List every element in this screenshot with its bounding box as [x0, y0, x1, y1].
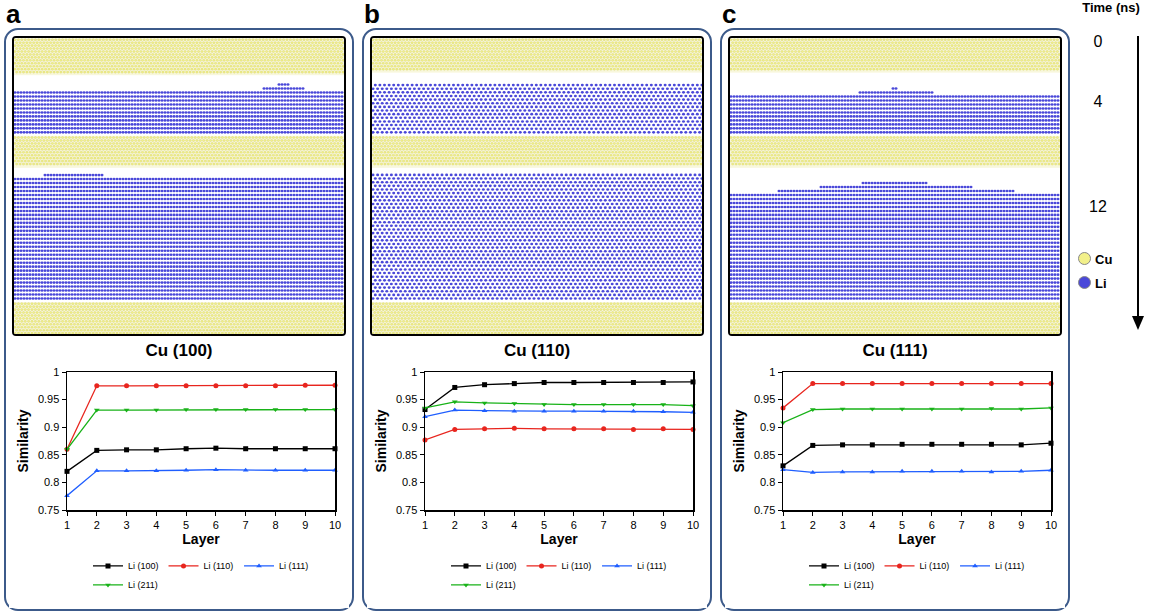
svg-text:Li (211): Li (211): [128, 580, 158, 590]
html-text:4: 4: [1093, 93, 1103, 110]
svg-text:0.9: 0.9: [402, 421, 417, 433]
html-text:Cu (111): Cu (111): [862, 341, 928, 360]
svg-text:0.8: 0.8: [402, 476, 417, 488]
svg-text:0.8: 0.8: [44, 476, 59, 488]
svg-text:0.95: 0.95: [754, 393, 775, 405]
svg-text:Li (110): Li (110): [920, 561, 950, 571]
svg-text:10: 10: [1045, 519, 1057, 531]
svg-text:7: 7: [959, 519, 965, 531]
html-text:0: 0: [1093, 33, 1103, 50]
svg-text:5: 5: [183, 519, 189, 531]
svg-text:8: 8: [630, 519, 636, 531]
html-text:Cu (100): Cu (100): [145, 341, 213, 360]
svg-text:0.75: 0.75: [754, 504, 775, 516]
svg-text:4: 4: [511, 519, 517, 531]
svg-text:Li (100): Li (100): [844, 561, 875, 571]
svg-text:0.75: 0.75: [396, 504, 417, 516]
svg-text:0.95: 0.95: [396, 393, 417, 405]
svg-text:9: 9: [1018, 519, 1024, 531]
svg-text:8: 8: [272, 519, 278, 531]
svg-text:1: 1: [422, 519, 428, 531]
svg-text:Li (211): Li (211): [486, 580, 516, 590]
svg-text:7: 7: [601, 519, 607, 531]
svg-text:1: 1: [769, 366, 775, 378]
svg-text:Similarity: Similarity: [731, 409, 747, 472]
svg-text:Li (211): Li (211): [844, 580, 874, 590]
svg-text:0.8: 0.8: [760, 476, 775, 488]
svg-text:2: 2: [810, 519, 816, 531]
svg-text:1: 1: [53, 366, 59, 378]
svg-text:10: 10: [687, 519, 699, 531]
svg-text:9: 9: [302, 519, 308, 531]
svg-text:2: 2: [452, 519, 458, 531]
svg-text:0.85: 0.85: [38, 449, 59, 461]
svg-text:0.95: 0.95: [38, 393, 59, 405]
svg-text:Similarity: Similarity: [15, 409, 31, 472]
html-text:12: 12: [1089, 198, 1107, 215]
svg-text:Similarity: Similarity: [373, 409, 389, 472]
svg-text:3: 3: [123, 519, 129, 531]
html-text:c: c: [722, 0, 737, 29]
svg-text:5: 5: [541, 519, 547, 531]
svg-text:4: 4: [869, 519, 875, 531]
html-text:Li: Li: [1095, 276, 1107, 291]
svg-text:7: 7: [243, 519, 249, 531]
html-text:a: a: [6, 0, 21, 29]
svg-text:Li (100): Li (100): [128, 561, 159, 571]
html-text:Time (ns): Time (ns): [1082, 0, 1140, 15]
svg-text:0.85: 0.85: [754, 449, 775, 461]
html-text:Cu (110): Cu (110): [503, 341, 571, 360]
svg-text:0.9: 0.9: [44, 421, 59, 433]
svg-text:Layer: Layer: [898, 531, 936, 547]
svg-text:6: 6: [929, 519, 935, 531]
svg-text:0.9: 0.9: [760, 421, 775, 433]
html-text:b: b: [364, 0, 380, 29]
svg-text:Li (110): Li (110): [204, 561, 234, 571]
svg-text:Li (111): Li (111): [279, 561, 308, 571]
svg-text:Li (100): Li (100): [486, 561, 517, 571]
svg-text:2: 2: [94, 519, 100, 531]
svg-text:3: 3: [481, 519, 487, 531]
svg-text:3: 3: [839, 519, 845, 531]
svg-text:6: 6: [571, 519, 577, 531]
svg-text:1: 1: [64, 519, 70, 531]
svg-text:Li (111): Li (111): [995, 561, 1024, 571]
svg-text:8: 8: [988, 519, 994, 531]
svg-text:Li (110): Li (110): [562, 561, 592, 571]
svg-text:1: 1: [411, 366, 417, 378]
svg-text:4: 4: [153, 519, 159, 531]
svg-text:1: 1: [780, 519, 786, 531]
svg-text:10: 10: [329, 519, 341, 531]
svg-text:Layer: Layer: [182, 531, 220, 547]
svg-text:0.85: 0.85: [396, 449, 417, 461]
svg-text:0.75: 0.75: [38, 504, 59, 516]
svg-text:Li (111): Li (111): [637, 561, 666, 571]
html-text:Cu: Cu: [1095, 252, 1113, 267]
svg-text:5: 5: [899, 519, 905, 531]
svg-text:Layer: Layer: [540, 531, 578, 547]
svg-text:6: 6: [213, 519, 219, 531]
svg-text:9: 9: [660, 519, 666, 531]
